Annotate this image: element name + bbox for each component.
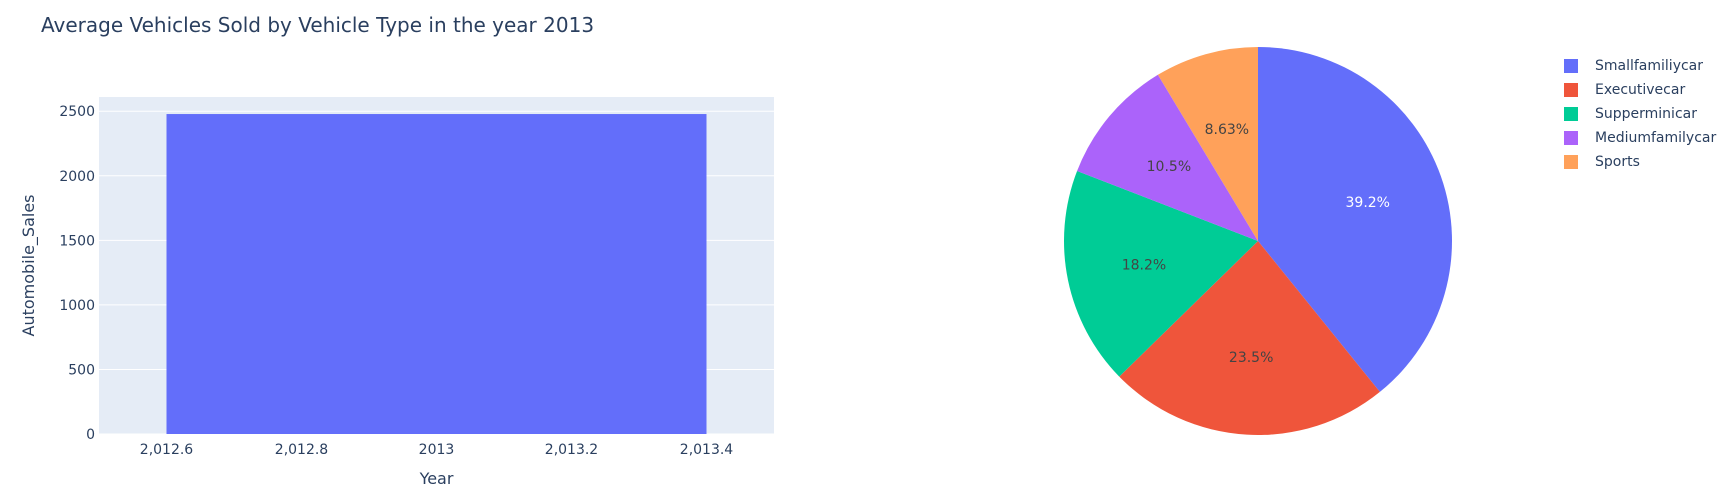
legend-swatch — [1564, 107, 1578, 121]
pie-slice-label: 10.5% — [1147, 159, 1191, 175]
chart-title: Average Vehicles Sold by Vehicle Type in… — [41, 13, 595, 37]
pie-slice-sports[interactable] — [1157, 47, 1258, 241]
pie-slice-mediumfamilycar[interactable] — [1077, 74, 1258, 241]
legend-item-sports[interactable]: Sports — [1564, 150, 1716, 174]
x-axis-label: Year — [419, 469, 454, 488]
pie-slice-smallfamiliycar[interactable] — [1258, 47, 1452, 392]
pie-slice-label: 23.5% — [1229, 350, 1273, 366]
legend-swatch — [1564, 83, 1578, 97]
pie-slice-label: 8.63% — [1205, 122, 1249, 138]
legend-label: Smallfamiliycar — [1595, 58, 1704, 74]
pie-slice-executivecar[interactable] — [1119, 241, 1380, 436]
pie-slice-supperminicar[interactable] — [1064, 170, 1258, 377]
x-tick-label: 2013 — [419, 442, 455, 458]
legend-label: Sports — [1595, 154, 1640, 170]
pie-slice-label: 18.2% — [1122, 257, 1166, 273]
bar[interactable] — [166, 114, 707, 435]
y-axis-label: Automobile_Sales — [19, 195, 39, 337]
y-tick-label: 500 — [68, 362, 95, 378]
legend-swatch — [1564, 131, 1578, 145]
bar-chart: 0 500 1000 1500 2000 2500 2,012.6 2,012.8 2013 2,… — [19, 97, 774, 488]
pie-chart: 39.2% 23.5% 18.2% 10.5% 8.63% — [1064, 47, 1452, 436]
pie-slice-label: 39.2% — [1346, 195, 1390, 211]
pie-legend: Smallfamiliycar Executivecar Supperminicar… — [1564, 54, 1716, 174]
legend-item-smallfamiliycar[interactable]: Smallfamiliycar — [1564, 54, 1716, 78]
y-tick-label: 1500 — [59, 233, 95, 249]
x-tick-label: 2,013.2 — [545, 442, 598, 458]
legend-swatch — [1564, 59, 1578, 73]
legend-swatch — [1564, 155, 1578, 169]
y-tick-label: 0 — [86, 427, 95, 443]
x-tick-label: 2,013.4 — [680, 442, 734, 458]
legend-item-supperminicar[interactable]: Supperminicar — [1564, 102, 1716, 126]
legend-label: Executivecar — [1595, 82, 1686, 98]
x-tick-label: 2,012.8 — [275, 442, 328, 458]
legend-label: Mediumfamilycar — [1595, 130, 1717, 146]
y-tick-label: 2000 — [59, 169, 95, 185]
y-tick-label: 1000 — [59, 298, 95, 314]
legend-item-executivecar[interactable]: Executivecar — [1564, 78, 1716, 102]
x-tick-label: 2,012.6 — [140, 442, 194, 458]
legend-label: Supperminicar — [1595, 106, 1697, 122]
legend-item-mediumfamilycar[interactable]: Mediumfamilycar — [1564, 126, 1716, 150]
y-tick-label: 2500 — [59, 104, 95, 120]
